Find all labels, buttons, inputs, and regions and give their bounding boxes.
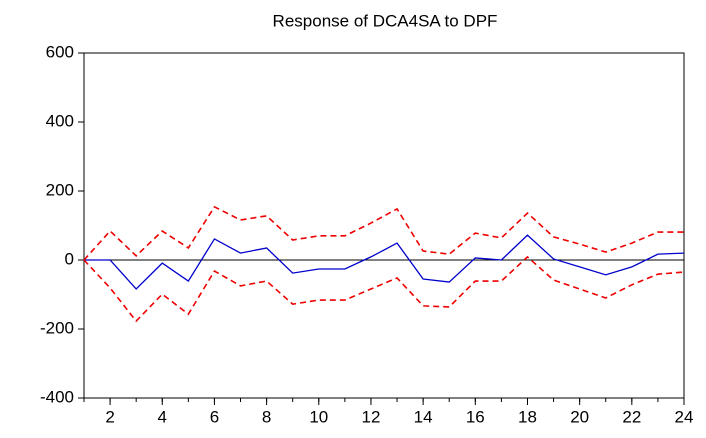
y-tick-label: 400 [46,111,74,130]
x-tick-label: 18 [518,407,537,426]
series-line [84,234,685,290]
y-tick-label: 0 [65,249,74,268]
series-line [83,255,685,323]
x-tick-label: 24 [675,407,694,426]
x-tick-label: 16 [466,407,485,426]
plot-frame [83,52,685,399]
series-line [83,205,684,261]
x-tick-label: 22 [622,407,641,426]
chart-title: Response of DCA4SA to DPF [273,11,498,30]
y-tick-label: 600 [46,42,74,61]
x-tick-label: 14 [414,407,433,426]
x-tick-label: 20 [570,407,589,426]
x-tick-label: 10 [309,407,328,426]
y-tick-label: -400 [40,387,74,406]
x-tick-label: 2 [105,407,114,426]
y-tick-label: -200 [40,318,74,337]
x-tick-label: 12 [361,407,380,426]
y-tick-label: 200 [46,180,74,199]
x-tick-label: 6 [210,407,219,426]
x-tick-label: 8 [262,407,271,426]
x-tick-label: 4 [158,407,167,426]
